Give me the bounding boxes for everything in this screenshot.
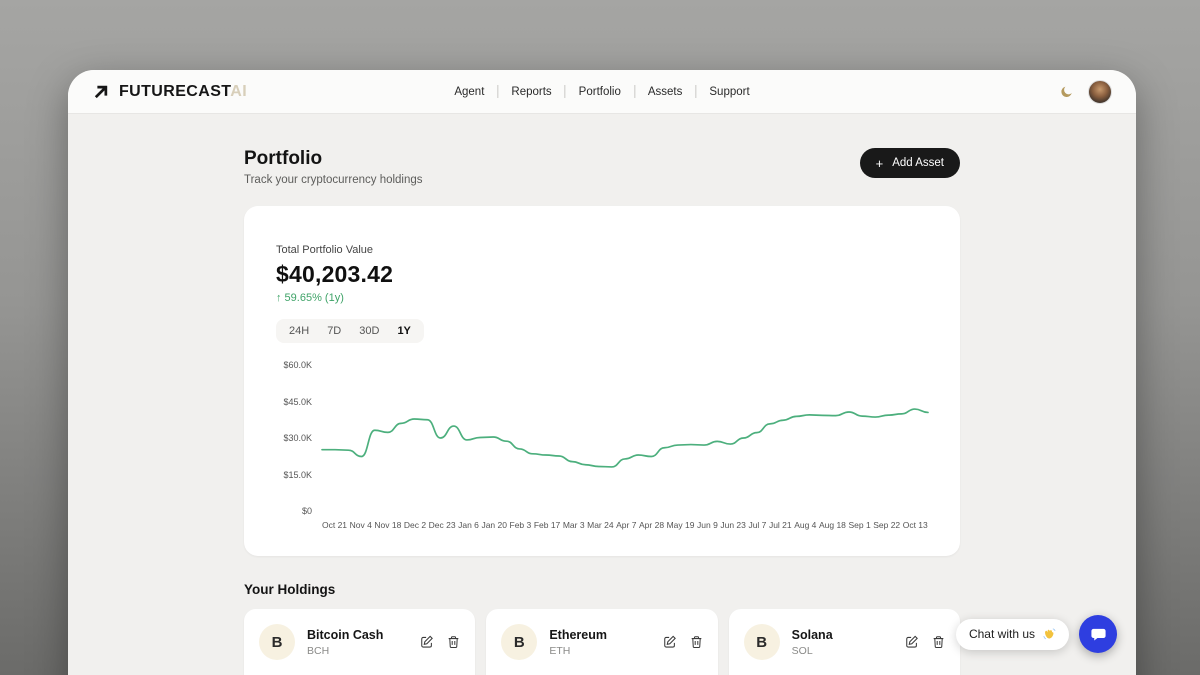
nav-item-portfolio[interactable]: Portfolio [578,85,621,98]
edit-asset-button[interactable] [420,635,434,649]
range-30d[interactable]: 30D [352,323,386,339]
delete-asset-button[interactable] [690,635,703,649]
holding-card-bitcoin-cash: B Bitcoin Cash BCH [244,609,476,675]
delete-asset-button[interactable] [447,635,460,649]
x-tick: Dec 2 [403,520,427,530]
x-tick: Sep 1 [848,520,871,530]
range-24h[interactable]: 24H [282,323,316,339]
x-tick: Jan 6 [458,520,479,530]
plus-icon: + [875,155,884,171]
edit-icon [905,635,919,649]
trash-icon [447,635,460,649]
nav-divider [564,85,566,98]
nav-item-agent[interactable]: Agent [454,85,485,98]
nav-item-assets[interactable]: Assets [647,85,683,98]
chart-x-axis: Oct 21 Nov 4 Nov 18 Dec 2 Dec 23 Jan 6 Jan 20 F… [322,520,928,530]
x-tick: Sep 22 [873,520,901,530]
holding-card-ethereum: B Ethereum ETH [486,609,718,675]
edit-asset-button[interactable] [663,635,677,649]
nav-item-support[interactable]: Support [709,85,750,98]
trash-icon [932,635,945,649]
x-tick: Feb 3 [509,520,532,530]
x-tick: Jul 7 [748,520,767,530]
x-tick: Mar 24 [587,520,614,530]
page-title: Portfolio [244,148,323,169]
coin-icon: B [259,624,295,660]
x-tick: Oct 13 [902,520,928,530]
portfolio-chart-card: Total Portfolio Value $40,203.42 ↑ 59.65… [244,206,960,556]
coin-icon: B [501,624,538,660]
topbar: FUTURECASTAI Agent Reports Portfolio Ass… [68,70,1136,114]
edit-icon [420,635,434,649]
x-tick: Jun 9 [697,520,718,530]
holdings-grid: B Bitcoin Cash BCH [244,609,960,675]
chat-bubble-icon [1090,626,1107,643]
x-tick: Apr 28 [639,520,665,530]
main-content: Portfolio Track your cryptocurrency hold… [68,114,1136,675]
chat-with-us-button[interactable]: Chat with us [955,618,1069,650]
y-tick: $0 [301,506,312,516]
chat-fab-button[interactable] [1079,615,1117,653]
dark-mode-toggle[interactable] [1060,85,1074,99]
y-tick: $60.0K [283,360,312,370]
delete-asset-button[interactable] [932,635,945,649]
x-tick: Jun 23 [720,520,746,530]
moon-icon [1060,85,1074,99]
x-tick: Feb 17 [533,520,561,530]
x-tick: Jul 21 [768,520,792,530]
coin-symbol: SOL [791,644,813,657]
x-tick: Aug 4 [794,520,817,530]
x-tick: Oct 21 [322,520,348,530]
x-tick: Aug 18 [818,520,846,530]
range-1y[interactable]: 1Y [390,323,417,339]
edit-icon [663,635,677,649]
app-window: FUTURECASTAI Agent Reports Portfolio Ass… [68,70,1136,675]
logo-accent: AI [230,82,248,100]
topbar-right [1060,79,1112,104]
nav-divider [497,85,499,98]
nav-item-reports[interactable]: Reports [511,85,552,98]
coin-name: Bitcoin Cash [307,627,384,642]
page-subtitle: Track your cryptocurrency holdings [244,174,423,186]
coin-icon: B [743,624,780,660]
x-tick: Mar 3 [562,520,585,530]
user-avatar[interactable] [1088,79,1112,104]
logo[interactable]: FUTURECASTAI [92,82,247,101]
x-tick: Apr 7 [616,520,637,530]
portfolio-line-series [321,408,929,468]
coin-symbol: BCH [307,644,330,657]
chat-widget: Chat with us [955,615,1117,653]
holding-card-solana: B Solana SOL [728,609,960,675]
total-value: $40,203.42 [276,261,394,287]
nav-divider [695,85,697,98]
total-value-label: Total Portfolio Value [276,244,374,256]
nav-divider [633,85,635,98]
y-tick: $30.0K [283,433,312,443]
range-7d[interactable]: 7D [320,323,348,339]
line-chart[interactable] [321,365,929,511]
chart-area: $60.0K $45.0K $30.0K $15.0K $0 [276,360,929,516]
y-tick: $15.0K [283,469,312,480]
trash-icon [690,635,703,649]
coin-name: Ethereum [549,627,607,642]
x-tick: Dec 23 [428,520,456,530]
waving-hand-icon [1042,627,1056,641]
change-badge: ↑ 59.65% (1y) [276,292,344,304]
page-header: Portfolio Track your cryptocurrency hold… [244,148,960,186]
logo-text: FUTURECASTAI [119,82,248,100]
coin-symbol: ETH [549,644,571,657]
x-tick: Nov 4 [349,520,372,530]
main-nav: Agent Reports Portfolio Assets Support [454,85,750,98]
logo-arrow-icon [92,82,111,101]
coin-name: Solana [791,627,833,642]
x-tick: Nov 18 [374,520,402,530]
holdings-title: Your Holdings [244,582,336,597]
edit-asset-button[interactable] [905,635,919,649]
x-tick: May 19 [666,520,695,530]
add-asset-button[interactable]: + Add Asset [859,148,960,178]
chart-y-axis: $60.0K $45.0K $30.0K $15.0K $0 [276,360,322,516]
x-tick: Jan 20 [481,520,507,530]
y-tick: $45.0K [283,396,312,407]
range-selector: 24H 7D 30D 1Y [276,319,424,343]
